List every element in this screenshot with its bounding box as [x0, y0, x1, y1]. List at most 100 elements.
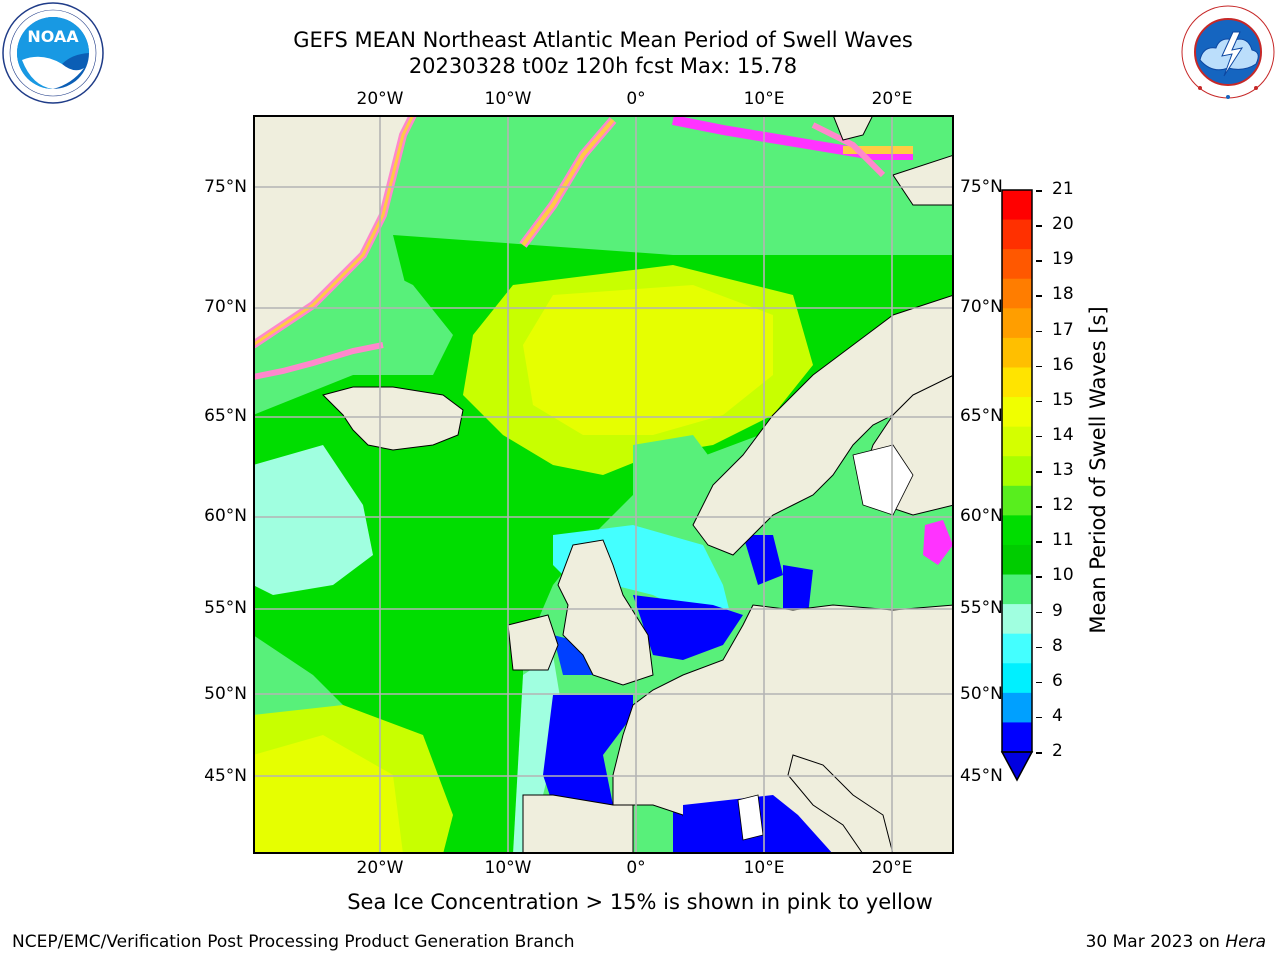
- footer-left: NCEP/EMC/Verification Post Processing Pr…: [12, 932, 575, 952]
- footer-date: 30 Mar 2023 on: [1085, 932, 1226, 952]
- colorbar-tick-label: 20: [1052, 214, 1074, 235]
- colorbar-segment: [1002, 219, 1032, 250]
- lat-label-right: 75°N: [960, 177, 1003, 197]
- lon-label-bottom: 0°: [626, 858, 646, 878]
- lon-label-bottom: 20°E: [871, 858, 913, 878]
- colorbar-extend-arrow: [1000, 751, 1034, 782]
- colorbar-tick-label: 2: [1052, 741, 1063, 761]
- colorbar-label: Mean Period of Swell Waves [s]: [1086, 306, 1110, 634]
- zone-14s: [523, 285, 773, 435]
- colorbar-segment: [1002, 663, 1032, 694]
- nws-logo: [1178, 2, 1278, 102]
- lat-label-right: 55°N: [960, 598, 1003, 618]
- colorbar-segment: [1002, 574, 1032, 605]
- zone-9s-west: [253, 445, 373, 595]
- lon-label-bottom: 10°W: [484, 858, 532, 878]
- colorbar-tick-label: 12: [1052, 495, 1074, 516]
- colorbar-tick-mark: [1036, 365, 1042, 368]
- colorbar-segment: [1002, 515, 1032, 546]
- colorbar-tick-label: 10: [1052, 565, 1074, 586]
- footer-right: 30 Mar 2023 on Hera: [1086, 932, 1266, 952]
- noaa-logo: NOAA: [2, 2, 104, 104]
- colorbar-tick-label: 15: [1052, 389, 1074, 410]
- colorbar-tick-label: 17: [1052, 319, 1074, 340]
- map-title: GEFS MEAN Northeast Atlantic Mean Period…: [293, 28, 913, 52]
- colorbar-tick-mark: [1036, 681, 1042, 684]
- colorbar-tick-mark: [1036, 400, 1042, 403]
- colorbar-segment: [1002, 722, 1032, 753]
- land-italy: [787, 754, 894, 854]
- lat-label-left: 70°N: [204, 297, 247, 317]
- colorbar-tick-label: 6: [1052, 670, 1063, 691]
- lon-label-top: 10°W: [484, 89, 532, 109]
- colorbar-segment: [1002, 337, 1032, 368]
- lon-label-top: 10°E: [743, 89, 785, 109]
- land-iberia: [522, 794, 634, 854]
- colorbar-tick-mark: [1036, 435, 1042, 438]
- land-iceland: [322, 386, 464, 451]
- colorbar-tick-mark: [1036, 506, 1042, 508]
- lat-label-right: 60°N: [960, 506, 1003, 526]
- lat-label-right: 65°N: [960, 406, 1003, 426]
- lon-label-bottom: 10°E: [743, 858, 785, 878]
- colorbar-tick-mark: [1036, 752, 1042, 754]
- colorbar-segment: [1002, 485, 1032, 516]
- swell-period-map: [253, 115, 954, 854]
- lon-label-top: 20°E: [871, 89, 913, 109]
- lat-label-right: 70°N: [960, 297, 1003, 317]
- land-great-britain: [557, 539, 654, 686]
- colorbar-segment: [1002, 249, 1032, 280]
- colorbar-segment: [1002, 456, 1032, 487]
- lon-label-top: 0°: [626, 89, 646, 109]
- lat-label-left: 75°N: [204, 177, 247, 197]
- colorbar-tick-label: 13: [1052, 460, 1074, 480]
- colorbar-tick-mark: [1036, 576, 1042, 578]
- colorbar-segment: [1002, 604, 1032, 635]
- colorbar-segment: [1002, 426, 1032, 457]
- lat-label-left: 55°N: [204, 598, 247, 618]
- lat-label-left: 60°N: [204, 506, 247, 526]
- lat-label-left: 65°N: [204, 406, 247, 426]
- colorbar-tick-mark: [1036, 646, 1042, 649]
- colorbar-segment: [1002, 544, 1032, 576]
- colorbar-tick-label: 19: [1052, 249, 1074, 270]
- map-panel: [253, 115, 954, 854]
- colorbar-segment: [1002, 308, 1032, 339]
- colorbar-tick-mark: [1036, 190, 1042, 192]
- colorbar-tick-label: 14: [1052, 424, 1074, 445]
- colorbar-segment: [1002, 367, 1032, 398]
- colorbar-segment: [1002, 190, 1032, 221]
- colorbar-tick-mark: [1036, 611, 1042, 613]
- zone-biscay: [543, 695, 633, 805]
- lat-label-left: 45°N: [204, 766, 247, 786]
- land-ireland: [507, 614, 559, 671]
- colorbar-tick-mark: [1036, 330, 1042, 332]
- map-frame: [253, 115, 954, 854]
- colorbar-segment: [1002, 397, 1032, 428]
- lat-label-right: 45°N: [960, 766, 1003, 786]
- sea-ice-caption: Sea Ice Concentration > 15% is shown in …: [347, 890, 933, 914]
- lat-label-right: 50°N: [960, 684, 1003, 704]
- colorbar-tick-label: 11: [1052, 530, 1074, 551]
- colorbar-tick-label: 16: [1052, 354, 1074, 375]
- colorbar-tick-mark: [1036, 541, 1042, 543]
- land-europe: [612, 604, 954, 854]
- graticule: [253, 115, 954, 854]
- colorbar-tick-mark: [1036, 471, 1042, 473]
- lon-label-top: 20°W: [356, 89, 404, 109]
- footer-host: Hera: [1225, 932, 1266, 952]
- colorbar-tick-label: 21: [1052, 179, 1074, 199]
- colorbar-segment: [1002, 692, 1032, 723]
- colorbar-tick-label: 8: [1052, 635, 1063, 656]
- svg-text:NOAA: NOAA: [27, 27, 79, 46]
- land-scandinavia: [692, 294, 954, 556]
- colorbar-segment: [1002, 633, 1032, 664]
- map-subtitle: 20230328 t00z 120h fcst Max: 15.78: [408, 54, 798, 78]
- lon-label-bottom: 20°W: [356, 858, 404, 878]
- colorbar-tick-mark: [1036, 225, 1042, 227]
- lat-label-left: 50°N: [204, 684, 247, 704]
- colorbar-tick-mark: [1036, 260, 1042, 262]
- colorbar-tick-mark: [1036, 295, 1042, 297]
- colorbar-tick-label: 18: [1052, 284, 1074, 305]
- colorbar-tick-label: 9: [1052, 600, 1063, 621]
